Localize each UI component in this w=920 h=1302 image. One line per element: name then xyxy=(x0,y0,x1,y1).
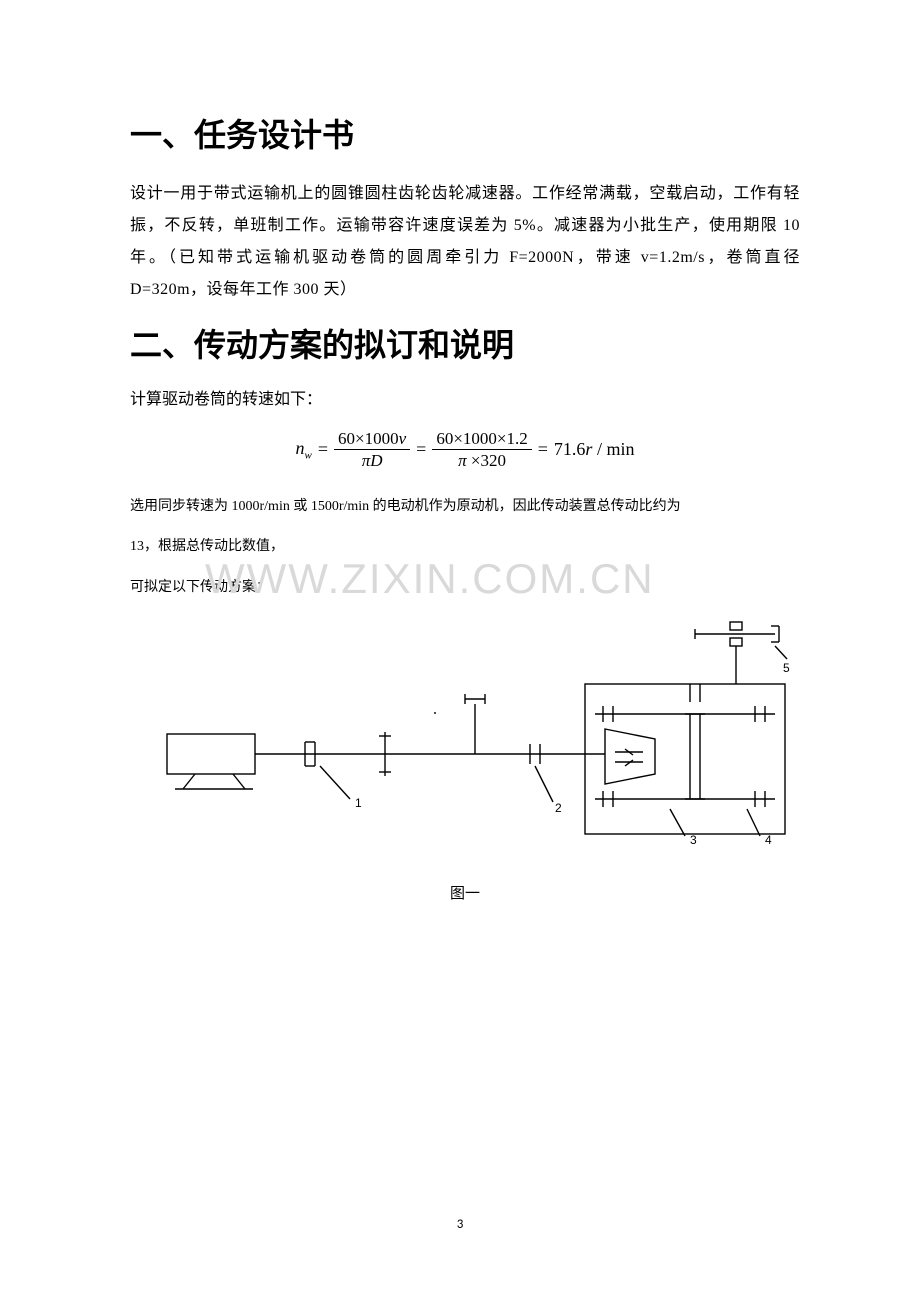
line-3: 可拟定以下传动方案： xyxy=(130,570,800,606)
diagram-label-3: 3 xyxy=(690,833,697,847)
heading-1: 一、任务设计书 xyxy=(130,110,800,156)
eq-lhs-sub: w xyxy=(305,450,312,462)
diagram-label-1: 1 xyxy=(355,796,362,810)
diagram-label-4: 4 xyxy=(765,833,772,847)
diagram-label-5: 5 xyxy=(783,661,790,675)
diagram-container: 1 5 xyxy=(130,614,800,854)
eq-num2: 60×1000×1.2 xyxy=(432,429,531,451)
line-1: 选用同步转速为 1000r/min 或 1500r/min 的电动机作为原动机，… xyxy=(130,489,800,525)
heading-2: 二、传动方案的拟订和说明 xyxy=(130,320,800,366)
calc-intro: 计算驱动卷筒的转速如下： xyxy=(130,386,800,415)
line-2: 13，根据总传动比数值， xyxy=(130,529,800,565)
diagram-label-2: 2 xyxy=(555,801,562,815)
eq-num1: 60×1000v xyxy=(334,429,410,451)
eq-lhs-var: n xyxy=(296,438,305,458)
page-number: 3 xyxy=(0,1217,920,1232)
intro-paragraph: 设计一用于带式运输机上的圆锥圆柱齿轮齿轮减速器。工作经常满载，空载启动，工作有轻… xyxy=(130,178,800,306)
diagram-caption: 图一 xyxy=(130,882,800,903)
transmission-diagram: 1 5 xyxy=(135,614,795,854)
eq-den1: πD xyxy=(358,450,387,471)
eq-den2: π ×320 xyxy=(454,450,510,471)
equation: nw = 60×1000v πD = 60×1000×1.2 π ×320 = … xyxy=(130,429,800,471)
